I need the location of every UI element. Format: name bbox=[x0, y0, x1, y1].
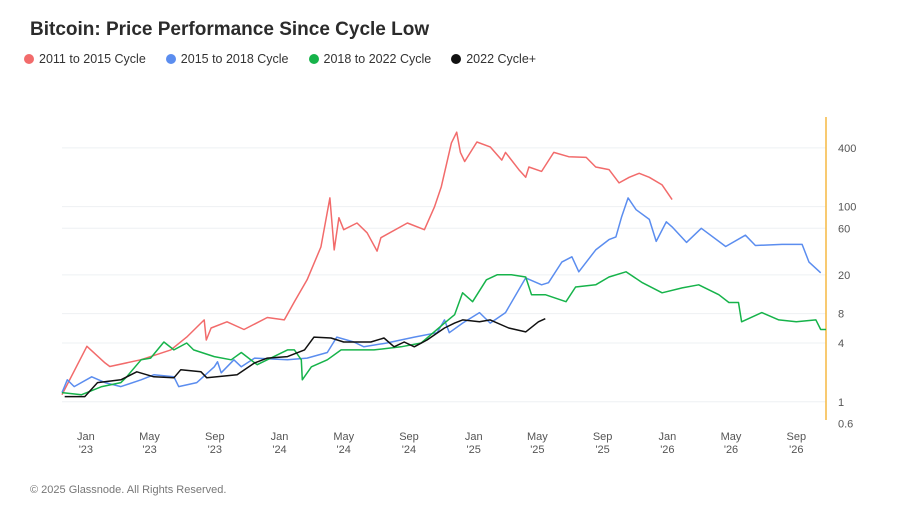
legend-dot-icon bbox=[165, 54, 176, 64]
legend-label: 2011 to 2015 Cycle bbox=[39, 52, 146, 66]
legend-item-2011-2015[interactable]: 2011 to 2015 Cycle bbox=[24, 52, 146, 66]
x-tick-label: Jan '25 bbox=[465, 431, 483, 456]
x-tick-label: May '25 bbox=[527, 431, 548, 456]
y-tick-label: 20 bbox=[838, 270, 850, 282]
copyright-footer: © 2025 Glassnode. All Rights Reserved. bbox=[30, 484, 227, 496]
chart-title: Bitcoin: Price Performance Since Cycle L… bbox=[30, 19, 430, 40]
x-tick-label: May '24 bbox=[333, 431, 354, 456]
legend-label: 2018 to 2022 Cycle bbox=[323, 52, 432, 66]
legend-dot-icon bbox=[308, 54, 319, 64]
series-line-1 bbox=[61, 197, 822, 393]
legend-item-2015-2018[interactable]: 2015 to 2018 Cycle bbox=[165, 52, 289, 66]
series-line-0 bbox=[61, 131, 673, 396]
y-tick-label: 1 bbox=[838, 397, 844, 409]
x-tick-label: Jan '24 bbox=[271, 431, 289, 456]
series-line-2 bbox=[61, 271, 826, 396]
x-tick-label: May '23 bbox=[139, 431, 160, 456]
legend-label: 2015 to 2018 Cycle bbox=[180, 52, 289, 66]
x-tick-label: Sep '24 bbox=[399, 431, 419, 456]
x-tick-label: Sep '25 bbox=[593, 431, 613, 456]
legend-dot-icon bbox=[451, 54, 462, 64]
y-tick-label: 100 bbox=[838, 202, 856, 214]
x-tick-label: Jan '23 bbox=[77, 431, 95, 456]
y-tick-label: 0.6 bbox=[838, 418, 853, 430]
x-tick-label: May '26 bbox=[721, 431, 742, 456]
legend-dot-icon bbox=[24, 54, 34, 64]
y-tick-label: 8 bbox=[838, 309, 844, 321]
y-tick-label: 400 bbox=[838, 143, 856, 155]
x-tick-label: Sep '23 bbox=[205, 431, 225, 456]
y-tick-label: 60 bbox=[838, 223, 850, 235]
series-line-3 bbox=[64, 318, 546, 398]
x-tick-label: Jan '26 bbox=[658, 431, 676, 456]
y-tick-label: 4 bbox=[838, 338, 844, 350]
legend: 2011 to 2015 Cycle 2015 to 2018 Cycle 20… bbox=[24, 52, 536, 66]
legend-item-2018-2022[interactable]: 2018 to 2022 Cycle bbox=[308, 52, 432, 66]
legend-item-2022-plus[interactable]: 2022 Cycle+ bbox=[451, 52, 536, 66]
x-tick-label: Sep '26 bbox=[786, 431, 806, 456]
legend-label: 2022 Cycle+ bbox=[466, 52, 537, 66]
